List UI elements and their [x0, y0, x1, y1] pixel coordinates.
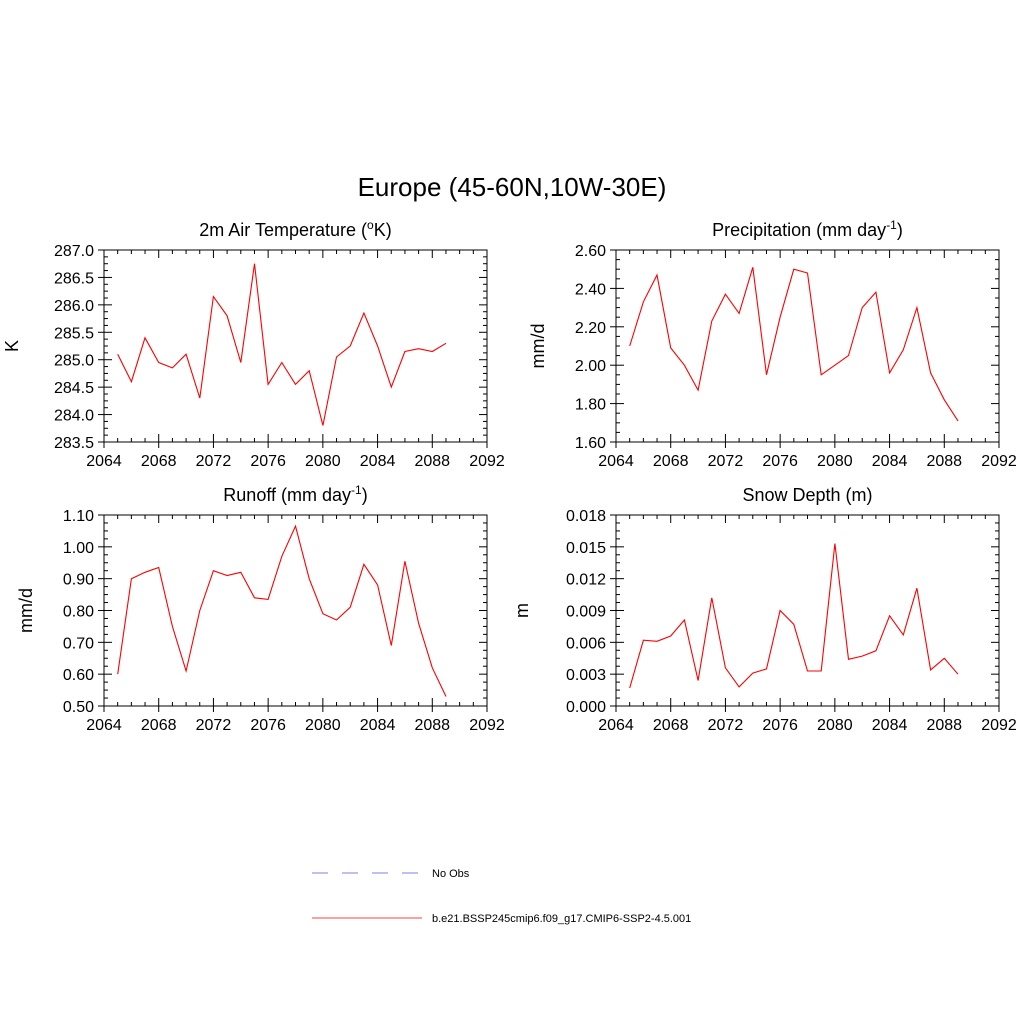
x-tick-label: 2084 — [872, 717, 908, 734]
x-tick-label: 2088 — [414, 453, 450, 470]
plot-frame — [615, 514, 1000, 707]
legend-label-model: b.e21.BSSP245cmip6.f09_g17.CMIP6-SSP2-4.… — [432, 913, 691, 925]
y-tick-label: 283.5 — [54, 435, 94, 452]
x-tick-label: 2092 — [469, 717, 505, 734]
x-tick-label: 2072 — [196, 453, 232, 470]
y-tick-label: 284.0 — [54, 408, 94, 425]
panel-1: 2m Air Temperature (oK) K 2064 2068 2072 2076… — [2, 218, 505, 470]
y-tick-label: 2.00 — [575, 358, 606, 375]
y-axis-label: mm/d — [528, 324, 548, 369]
series-line — [117, 263, 447, 426]
x-tick-label: 2080 — [305, 717, 341, 734]
figure-title: Europe (45-60N,10W-30E) — [358, 172, 667, 202]
y-tick-label: 0.012 — [566, 572, 606, 589]
y-tick-label: 286.0 — [54, 298, 94, 315]
y-tick-label: 285.0 — [54, 353, 94, 370]
y-tick-label: 2.40 — [575, 281, 606, 298]
plot-frame — [615, 249, 1000, 443]
y-tick-label: 0.018 — [566, 508, 606, 525]
x-tick-label: 2064 — [86, 453, 122, 470]
y-tick-label: 0.009 — [566, 604, 606, 621]
y-tick-label: 284.5 — [54, 380, 94, 397]
panel-title: Precipitation (mm day-1) — [712, 218, 903, 240]
y-tick-label: 0.80 — [63, 604, 94, 621]
panel-2: Precipitation (mm day-1) mm/d 2064 2068 2072… — [528, 218, 1017, 470]
x-tick-label: 2084 — [360, 453, 396, 470]
y-tick-label: 285.5 — [54, 325, 94, 342]
x-tick-label: 2088 — [926, 453, 962, 470]
legend-label-no-obs: No Obs — [432, 868, 470, 880]
panel-4: Snow Depth (m) m 2064 2068 2072 2076 2080 2084 2… — [512, 485, 1017, 734]
x-tick-label: 2084 — [360, 717, 396, 734]
x-tick-label: 2076 — [762, 453, 798, 470]
y-tick-label: 0.003 — [566, 667, 606, 684]
y-tick-label: 1.60 — [575, 435, 606, 452]
panels-group: 2m Air Temperature (oK) K 2064 2068 2072 2076… — [2, 218, 1017, 734]
panel-title: 2m Air Temperature (oK) — [199, 218, 391, 240]
panel-title: Runoff (mm day-1) — [223, 483, 367, 505]
panel-3: Runoff (mm day-1) mm/d 2064 2068 2072 2076 208… — [16, 483, 505, 734]
y-tick-label: 1.00 — [63, 540, 94, 557]
x-tick-label: 2064 — [598, 453, 634, 470]
plot-frame — [103, 514, 488, 707]
x-tick-label: 2076 — [250, 717, 286, 734]
x-tick-label: 2092 — [981, 453, 1017, 470]
y-tick-label: 287.0 — [54, 243, 94, 260]
y-axis-label: K — [2, 340, 22, 352]
x-tick-label: 2080 — [305, 453, 341, 470]
y-tick-label: 0.50 — [63, 699, 94, 716]
x-tick-label: 2068 — [141, 717, 177, 734]
x-tick-label: 2088 — [414, 717, 450, 734]
x-tick-label: 2064 — [598, 717, 634, 734]
y-tick-label: 0.000 — [566, 699, 606, 716]
y-tick-label: 1.10 — [63, 508, 94, 525]
y-tick-label: 2.60 — [575, 243, 606, 260]
x-tick-label: 2080 — [817, 453, 853, 470]
x-tick-label: 2068 — [141, 453, 177, 470]
y-tick-label: 0.015 — [566, 540, 606, 557]
y-axis-label: m — [512, 603, 532, 618]
x-tick-label: 2072 — [708, 453, 744, 470]
y-axis-label: mm/d — [16, 588, 36, 633]
x-tick-label: 2076 — [762, 717, 798, 734]
y-tick-label: 0.006 — [566, 635, 606, 652]
series-line — [117, 524, 447, 697]
series-line — [629, 543, 959, 689]
panel-title: Snow Depth (m) — [742, 485, 872, 505]
y-tick-label: 286.5 — [54, 270, 94, 287]
x-tick-label: 2068 — [653, 717, 689, 734]
x-tick-label: 2092 — [469, 453, 505, 470]
x-tick-label: 2088 — [926, 717, 962, 734]
x-tick-label: 2068 — [653, 453, 689, 470]
series-line — [629, 267, 959, 422]
y-tick-label: 0.70 — [63, 635, 94, 652]
legend: No Obs b.e21.BSSP245cmip6.f09_g17.CMIP6-… — [312, 868, 691, 925]
y-tick-label: 0.60 — [63, 667, 94, 684]
x-tick-label: 2080 — [817, 717, 853, 734]
x-tick-label: 2076 — [250, 453, 286, 470]
plot-frame — [103, 249, 488, 443]
x-tick-label: 2084 — [872, 453, 908, 470]
y-tick-label: 0.90 — [63, 572, 94, 589]
x-tick-label: 2072 — [708, 717, 744, 734]
y-tick-label: 2.20 — [575, 320, 606, 337]
x-tick-label: 2072 — [196, 717, 232, 734]
x-tick-label: 2092 — [981, 717, 1017, 734]
y-tick-label: 1.80 — [575, 397, 606, 414]
x-tick-label: 2064 — [86, 717, 122, 734]
